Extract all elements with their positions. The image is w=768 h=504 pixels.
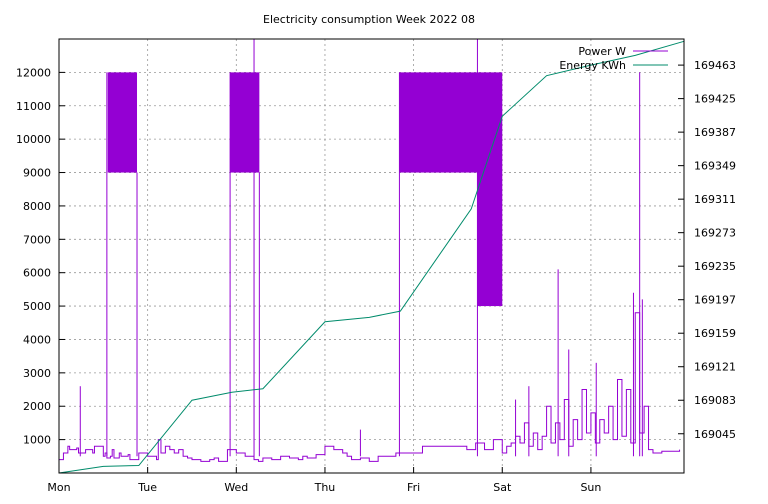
y2-tick-label: 169387 (694, 126, 736, 139)
y2-tick-label: 169083 (694, 394, 736, 407)
legend-label: Power W (578, 45, 626, 58)
y1-axis: 1000 2000 3000 4000 5000 6000 7000 8000 9000 1000… (16, 66, 65, 447)
y1-tick-label: 10000 (16, 133, 51, 146)
chart-title: Electricity consumption Week 2022 08 (263, 13, 475, 26)
power-block (477, 72, 503, 307)
plot-frame (58, 38, 685, 474)
y2-tick-label: 169159 (694, 327, 736, 340)
y1-tick-label: 11000 (16, 100, 51, 113)
power-block (230, 72, 260, 173)
series-lines (58, 40, 685, 474)
y1-tick-label: 6000 (23, 267, 51, 280)
y1-tick-label: 4000 (23, 333, 51, 346)
y2-tick-label: 169349 (694, 160, 736, 173)
y2-tick-label: 169045 (694, 428, 736, 441)
y2-tick-label: 169311 (694, 193, 736, 206)
y1-tick-label: 5000 (23, 300, 51, 313)
y1-tick-label: 7000 (23, 233, 51, 246)
power-series-line (59, 312, 681, 462)
y2-tick-label: 169273 (694, 227, 736, 240)
y1-tick-label: 2000 (23, 400, 51, 413)
y1-tick-label: 8000 (23, 200, 51, 213)
y2-tick-label: 169425 (694, 93, 736, 106)
y1-tick-label: 12000 (16, 66, 51, 79)
power-block (399, 72, 478, 173)
y1-tick-label: 3000 (23, 367, 51, 380)
y1-tick-label: 9000 (23, 167, 51, 180)
power-block (107, 72, 138, 173)
x-tick-label: Thu (314, 481, 336, 494)
power-spikes (79, 39, 643, 457)
x-tick-label: Tue (137, 481, 157, 494)
y2-tick-label: 169463 (694, 59, 736, 72)
legend-label: Energy KWh (559, 59, 626, 72)
x-tick-label: Fri (407, 481, 420, 494)
grid (59, 39, 684, 473)
y2-tick-label: 169197 (694, 294, 736, 307)
y2-tick-label: 169235 (694, 260, 736, 273)
y2-tick-label: 169121 (694, 361, 736, 374)
y1-tick-label: 1000 (23, 434, 51, 447)
energy-series-line (58, 40, 685, 474)
x-tick-label: Sun (580, 481, 601, 494)
x-axis: Mon Tue Wed Thu Fri Sat Sun (47, 467, 601, 494)
y2-axis: 169045 169083 169121 169159 169197 169235 1692… (678, 59, 736, 441)
power-blocks (107, 72, 503, 307)
x-tick-label: Mon (47, 481, 70, 494)
x-tick-label: Sat (493, 481, 512, 494)
x-tick-label: Wed (224, 481, 248, 494)
